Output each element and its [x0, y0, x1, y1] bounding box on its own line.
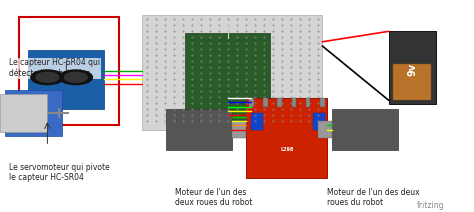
FancyBboxPatch shape — [393, 64, 431, 100]
FancyBboxPatch shape — [185, 33, 270, 121]
FancyBboxPatch shape — [232, 121, 246, 138]
Circle shape — [64, 72, 87, 82]
FancyBboxPatch shape — [142, 15, 322, 130]
FancyBboxPatch shape — [251, 113, 263, 130]
FancyBboxPatch shape — [0, 94, 47, 132]
Text: Le servomoteur qui pivote
le capteur HC-SR04: Le servomoteur qui pivote le capteur HC-… — [9, 163, 110, 182]
FancyBboxPatch shape — [28, 50, 104, 109]
Text: fritzing: fritzing — [417, 201, 445, 210]
FancyBboxPatch shape — [292, 98, 296, 107]
Text: Moteur de l'un des deux
roues du robot: Moteur de l'un des deux roues du robot — [327, 188, 419, 207]
FancyBboxPatch shape — [320, 98, 325, 107]
FancyBboxPatch shape — [246, 98, 327, 178]
FancyBboxPatch shape — [389, 31, 436, 105]
FancyBboxPatch shape — [277, 98, 282, 107]
FancyBboxPatch shape — [249, 98, 254, 107]
FancyBboxPatch shape — [166, 109, 232, 151]
FancyBboxPatch shape — [263, 98, 268, 107]
FancyBboxPatch shape — [5, 90, 62, 136]
FancyBboxPatch shape — [313, 113, 325, 130]
Text: Moteur de l'un des
deux roues du robot: Moteur de l'un des deux roues du robot — [175, 188, 253, 207]
Text: 9v: 9v — [407, 62, 418, 75]
Circle shape — [31, 70, 64, 85]
FancyBboxPatch shape — [318, 121, 332, 138]
Text: Le capteur HC-SR04 qui
détecte les obstacles: Le capteur HC-SR04 qui détecte les obsta… — [9, 59, 100, 78]
FancyBboxPatch shape — [332, 109, 398, 151]
Circle shape — [36, 72, 59, 82]
FancyBboxPatch shape — [306, 98, 310, 107]
Text: L298: L298 — [280, 147, 293, 152]
Circle shape — [59, 70, 92, 85]
